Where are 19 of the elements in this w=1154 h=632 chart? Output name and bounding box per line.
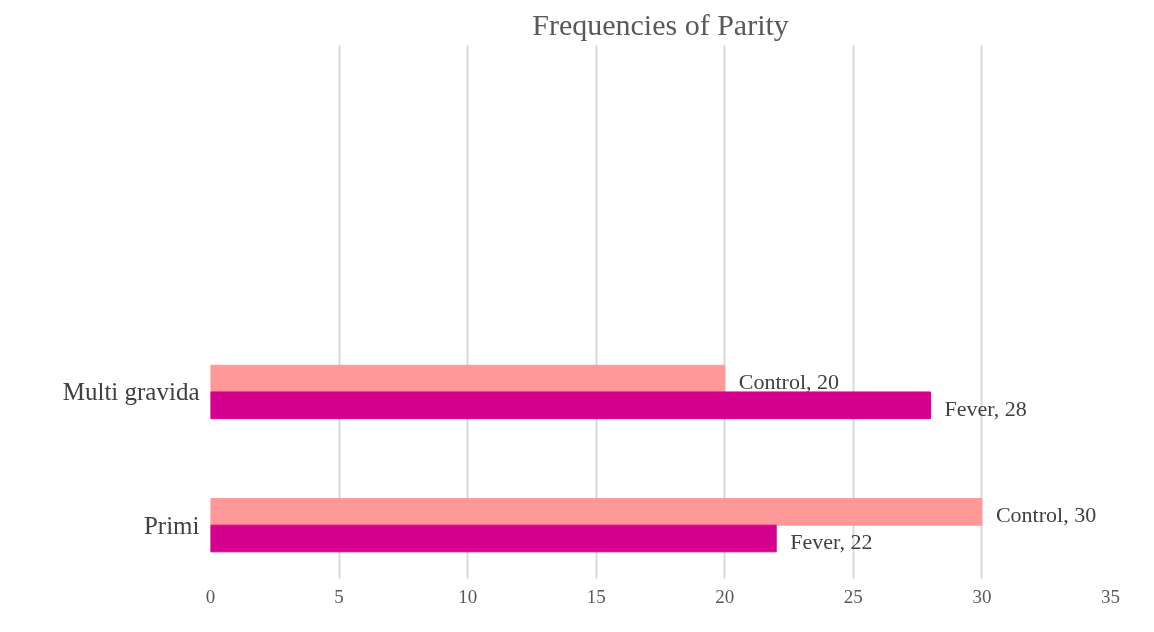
- x-tick-label: 15: [586, 585, 606, 607]
- x-tick-label: 0: [205, 585, 216, 607]
- x-tick-label: 30: [972, 585, 992, 607]
- data-label: Control, 30: [995, 502, 1097, 528]
- x-tick-label: 35: [1101, 585, 1120, 607]
- x-tick-label: 25: [843, 585, 863, 607]
- bar: [210, 391, 931, 420]
- x-tick-label: 20: [715, 585, 735, 607]
- data-label: Fever, 22: [790, 529, 873, 555]
- x-tick-label: 5: [334, 585, 344, 607]
- bar: [210, 364, 726, 393]
- y-tick-label: Primi: [143, 511, 200, 539]
- bar: [210, 524, 777, 553]
- x-tick-label: 10: [458, 585, 478, 607]
- y-tick-label: Multi gravida: [62, 378, 200, 406]
- chart-title: Frequencies of Parity: [532, 7, 789, 41]
- bar: [210, 498, 983, 526]
- data-label: Control, 20: [738, 369, 840, 395]
- data-label: Fever, 28: [944, 395, 1027, 421]
